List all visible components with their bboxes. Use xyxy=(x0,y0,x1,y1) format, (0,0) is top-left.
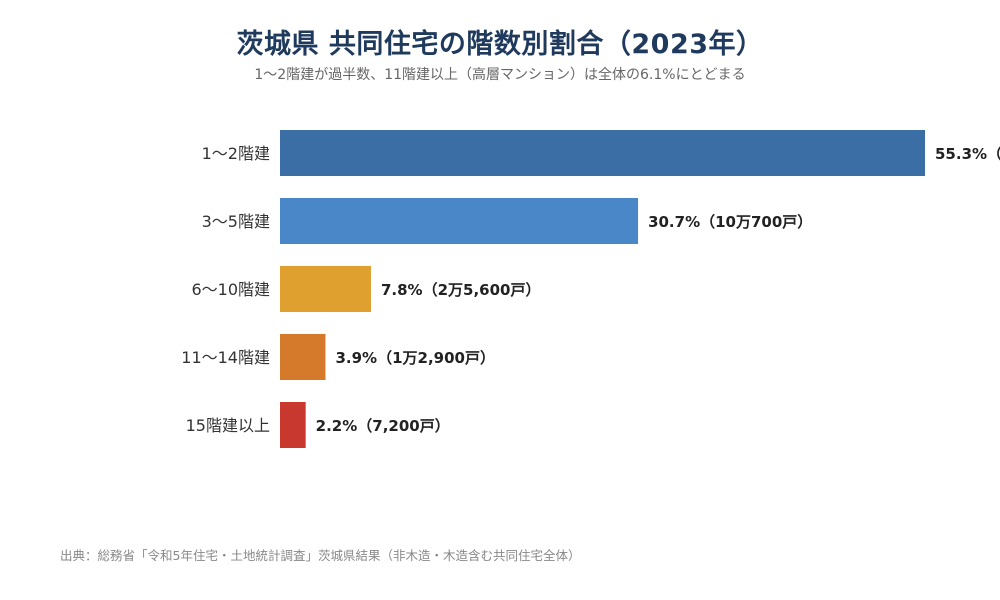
chart-title: 茨城県 共同住宅の階数別割合（2023年） xyxy=(236,29,764,60)
category-label-5: 15階建以上 xyxy=(186,416,270,435)
category-label-3: 6〜10階建 xyxy=(191,280,270,299)
value-label-1: 55.3%（ xyxy=(935,145,1000,163)
bar-2 xyxy=(280,198,639,244)
value-label-3: 7.8%（2万5,600戸） xyxy=(381,281,541,299)
bar-1 xyxy=(280,130,925,176)
value-label-4: 3.9%（1万2,900戸） xyxy=(335,349,495,367)
chart-subtitle: 1〜2階建が過半数、11階建以上（高層マンション）は全体の6.1%にとどまる xyxy=(254,67,746,83)
category-label-2: 3〜5階建 xyxy=(202,212,270,231)
source-note: 出典：総務省「令和5年住宅・土地統計調査」茨城県結果（非木造・木造含む共同住宅全… xyxy=(60,548,581,563)
value-label-2: 30.7%（10万700戸） xyxy=(648,213,812,231)
category-label-1: 1〜2階建 xyxy=(202,144,270,163)
bar-4 xyxy=(280,334,326,380)
bar-3 xyxy=(280,266,371,312)
value-label-5: 2.2%（7,200戸） xyxy=(316,417,450,435)
bar-5 xyxy=(280,402,306,448)
category-label-4: 11〜14階建 xyxy=(181,348,270,367)
